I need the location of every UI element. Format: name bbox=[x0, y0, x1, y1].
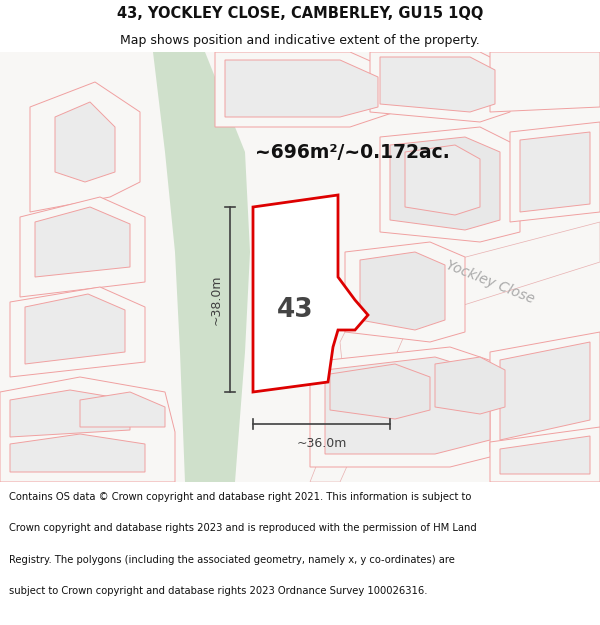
Polygon shape bbox=[330, 364, 430, 419]
Text: Yockley Close: Yockley Close bbox=[444, 258, 536, 306]
Polygon shape bbox=[10, 390, 130, 437]
Polygon shape bbox=[490, 52, 600, 112]
Polygon shape bbox=[25, 294, 125, 364]
Polygon shape bbox=[510, 122, 600, 222]
Polygon shape bbox=[253, 195, 368, 392]
Polygon shape bbox=[380, 127, 520, 242]
Polygon shape bbox=[35, 207, 130, 277]
Polygon shape bbox=[405, 145, 480, 215]
Polygon shape bbox=[80, 392, 165, 427]
Polygon shape bbox=[345, 242, 465, 342]
Polygon shape bbox=[20, 197, 145, 297]
Text: ~38.0m: ~38.0m bbox=[209, 274, 223, 325]
Polygon shape bbox=[0, 377, 175, 482]
Polygon shape bbox=[490, 427, 600, 482]
Text: Contains OS data © Crown copyright and database right 2021. This information is : Contains OS data © Crown copyright and d… bbox=[9, 492, 472, 502]
Text: Crown copyright and database rights 2023 and is reproduced with the permission o: Crown copyright and database rights 2023… bbox=[9, 524, 477, 534]
Polygon shape bbox=[500, 436, 590, 474]
Polygon shape bbox=[520, 132, 590, 212]
Text: ~36.0m: ~36.0m bbox=[296, 437, 347, 450]
Polygon shape bbox=[225, 60, 378, 117]
Polygon shape bbox=[55, 102, 115, 182]
Polygon shape bbox=[310, 347, 510, 467]
Polygon shape bbox=[435, 357, 505, 414]
Polygon shape bbox=[215, 52, 395, 127]
Text: ~696m²/~0.172ac.: ~696m²/~0.172ac. bbox=[255, 142, 450, 161]
Polygon shape bbox=[490, 332, 600, 452]
Polygon shape bbox=[360, 252, 445, 330]
Text: Map shows position and indicative extent of the property.: Map shows position and indicative extent… bbox=[120, 34, 480, 47]
Polygon shape bbox=[325, 357, 490, 454]
Polygon shape bbox=[370, 52, 510, 122]
Text: 43, YOCKLEY CLOSE, CAMBERLEY, GU15 1QQ: 43, YOCKLEY CLOSE, CAMBERLEY, GU15 1QQ bbox=[117, 6, 483, 21]
Polygon shape bbox=[390, 137, 500, 230]
Text: subject to Crown copyright and database rights 2023 Ordnance Survey 100026316.: subject to Crown copyright and database … bbox=[9, 586, 427, 596]
Text: Registry. The polygons (including the associated geometry, namely x, y co-ordina: Registry. The polygons (including the as… bbox=[9, 555, 455, 565]
Polygon shape bbox=[310, 222, 600, 482]
Polygon shape bbox=[153, 52, 250, 482]
Polygon shape bbox=[10, 434, 145, 472]
Polygon shape bbox=[380, 57, 495, 112]
Polygon shape bbox=[500, 342, 590, 440]
Polygon shape bbox=[10, 287, 145, 377]
Text: 43: 43 bbox=[277, 297, 313, 323]
Polygon shape bbox=[30, 82, 140, 212]
